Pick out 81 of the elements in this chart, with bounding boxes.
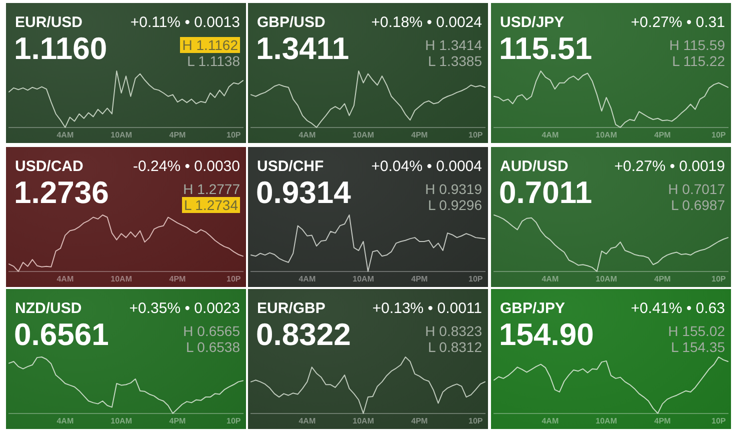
x-tick-label: 10P (226, 274, 242, 284)
text: H 1.2777 (183, 181, 240, 197)
text: L 0.8312 (428, 339, 482, 355)
text: H 155.02 (668, 323, 725, 339)
chart-title: USD/JPY (500, 14, 564, 32)
text: +0.18% • 0.0024 (371, 14, 482, 31)
x-tick-label: 10P (468, 130, 484, 140)
x-tick-label: 10AM (596, 416, 618, 426)
x-tick-label: 10AM (596, 130, 618, 140)
text: -0.24% • 0.0030 (133, 158, 240, 175)
chart-subtitle: 1.1160 (14, 31, 108, 67)
chart-subtitle: 115.51 (499, 31, 592, 67)
text: L 1.1138 (187, 53, 240, 69)
chart-title: USD/CAD (15, 158, 84, 176)
x-tick-label: 4PM (169, 274, 186, 284)
text: H 0.7017 (668, 181, 725, 197)
text: L 1.3385 (428, 53, 482, 69)
chart-subtitle: 1.2736 (14, 175, 109, 211)
text: H 0.8323 (425, 323, 482, 339)
chart-subtitle: 1.3411 (256, 31, 350, 67)
text: +0.35% • 0.0023 (129, 300, 240, 317)
text: +0.27% • 0.31 (630, 14, 725, 31)
chart-title: AUD/USD (500, 158, 568, 176)
text: +0.13% • 0.0011 (372, 300, 482, 317)
text: L 1.2734 (182, 197, 240, 213)
x-tick-label: 4AM (56, 130, 74, 140)
text: L 0.6987 (671, 197, 725, 213)
x-tick-label: 10AM (110, 130, 132, 140)
text: H 0.6565 (183, 323, 240, 339)
x-tick-label: 4PM (411, 416, 428, 426)
text: L 115.22 (672, 53, 725, 69)
x-tick-label: 4AM (542, 416, 559, 426)
text: +0.04% • 0.0004 (371, 158, 482, 175)
chart-title: GBP/JPY (500, 300, 566, 318)
text: H 115.59 (669, 37, 725, 53)
chart-title: NZD/USD (15, 300, 82, 318)
chart-subtitle: 0.7011 (499, 175, 592, 211)
x-tick-label: 10AM (352, 274, 374, 284)
chart-subtitle: 0.6561 (14, 317, 109, 353)
x-tick-label: 10AM (110, 416, 132, 426)
x-tick-label: 4AM (298, 416, 316, 426)
text: H 1.1162 (180, 37, 240, 53)
x-tick-label: 10AM (596, 274, 618, 284)
x-tick-label: 10P (712, 130, 726, 140)
x-tick-label: 10P (712, 416, 726, 426)
x-tick-label: 4PM (411, 130, 428, 140)
x-tick-label: 4AM (298, 130, 316, 140)
x-tick-label: 4AM (56, 274, 74, 284)
text: +0.41% • 0.63 (630, 300, 725, 317)
chart-title: GBP/USD (257, 14, 326, 32)
text: H 1.3414 (425, 37, 482, 53)
chart-subtitle: 154.90 (499, 317, 594, 353)
x-tick-label: 10P (226, 130, 242, 140)
x-tick-label: 4PM (411, 274, 428, 284)
x-tick-label: 4AM (542, 130, 559, 140)
x-tick-label: 10P (468, 416, 484, 426)
text: +0.11% • 0.0013 (130, 14, 240, 31)
x-tick-label: 10AM (110, 274, 132, 284)
x-tick-label: 4AM (56, 416, 74, 426)
text: L 0.6538 (186, 339, 240, 355)
chart-subtitle: 0.9314 (256, 175, 351, 211)
x-tick-label: 4AM (542, 274, 559, 284)
chart-title: USD/CHF (257, 158, 324, 176)
text: +0.27% • 0.0019 (614, 158, 725, 175)
x-tick-label: 10P (226, 416, 242, 426)
x-tick-label: 10AM (352, 130, 374, 140)
x-tick-label: 10P (468, 274, 484, 284)
x-tick-label: 4PM (654, 416, 672, 426)
chart-title: EUR/USD (15, 14, 83, 32)
x-tick-label: 10AM (352, 416, 374, 426)
x-tick-label: 4PM (654, 130, 672, 140)
x-tick-label: 10P (712, 274, 726, 284)
chart-subtitle: 0.8322 (256, 317, 351, 353)
text: H 0.9319 (425, 181, 482, 197)
x-tick-label: 4PM (169, 416, 186, 426)
chart-title: EUR/GBP (257, 300, 326, 318)
x-tick-label: 4AM (298, 274, 316, 284)
x-tick-label: 4PM (654, 274, 672, 284)
x-tick-label: 4PM (169, 130, 186, 140)
text: L 0.9296 (428, 197, 482, 213)
text: L 154.35 (671, 339, 725, 355)
